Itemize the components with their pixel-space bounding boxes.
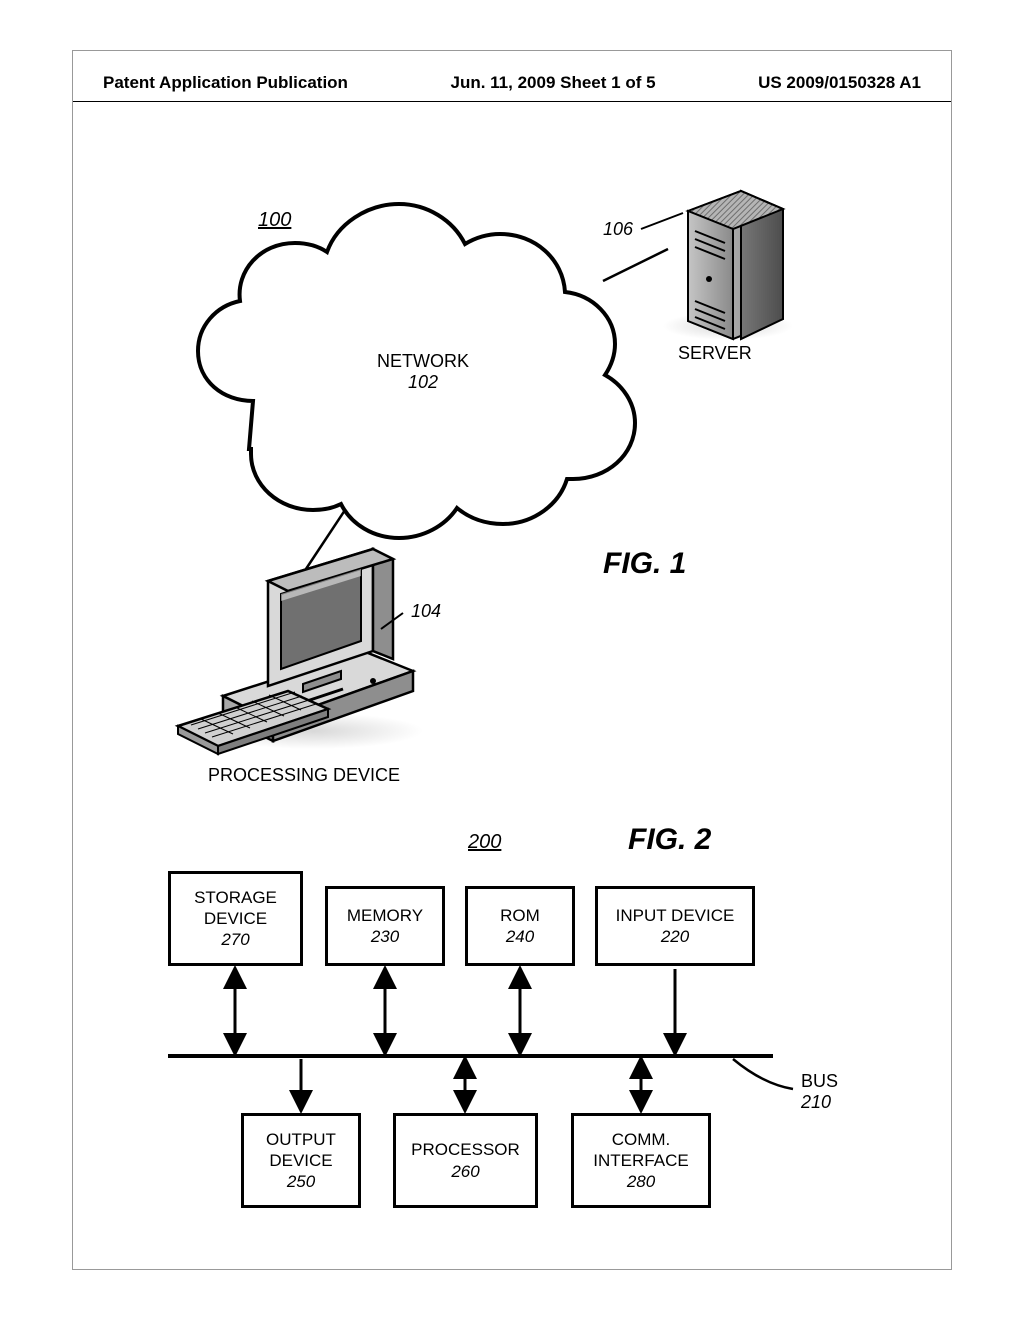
bus-label: BUS 210 — [801, 1071, 838, 1113]
figure-2: 200 FIG. 2 STORAGE DEVICE 270 MEMORY 230… — [73, 51, 953, 1271]
page-frame: Patent Application Publication Jun. 11, … — [72, 50, 952, 1270]
